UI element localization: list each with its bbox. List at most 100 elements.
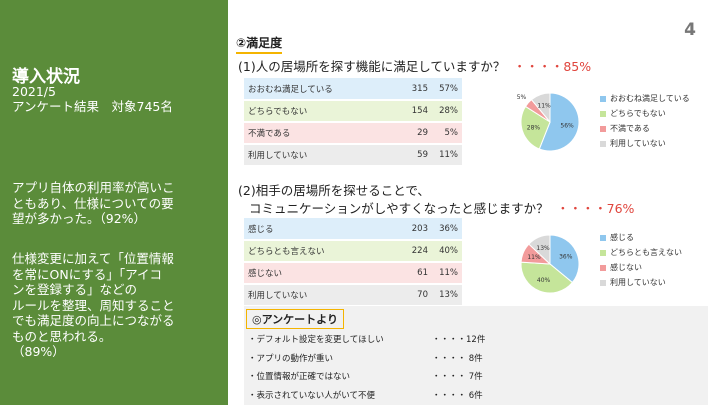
q1-legend-label: 不満である: [610, 124, 650, 133]
q1-legend: おおむね満足している どちらでもない 不満である利用していない: [600, 91, 690, 151]
q1-legend-swatch: [600, 125, 606, 132]
survey-item-count: ・・・・ 7件: [432, 372, 483, 382]
sidebar-title: 導入状況: [12, 67, 80, 87]
q1-pie-slice-label: 11%: [537, 103, 551, 110]
q2-legend-item: どちらとも言えない: [600, 245, 682, 260]
q1-pie-slice: [530, 92, 551, 124]
q2-legend-label: 感じない: [610, 263, 642, 272]
sidebar: 導入状況 2021/5 アンケート結果 対象745名 アプリ自体の利用率が高いこ…: [0, 0, 228, 405]
q1-legend-item: おおむね満足している: [600, 91, 690, 106]
q1-table-row: おおむね満足している 315 57%: [244, 78, 462, 101]
q1-table-row-count: 29: [402, 122, 432, 145]
q2-legend-swatch: [600, 249, 606, 256]
q2-pie-slice: [528, 234, 551, 266]
q1-table-row-pct: 28%: [432, 100, 462, 123]
q2-legend: 感じるどちらとも言えない 感じない利用していない: [600, 230, 682, 290]
q2-table-row-count: 203: [402, 218, 432, 241]
q1-legend-label: おおむね満足している: [610, 94, 690, 103]
q2-pie-slice-label: 11%: [527, 254, 541, 261]
q2-legend-label: 感じる: [610, 233, 634, 242]
q1-title-text: (1)人の居場所を探す機能に満足していますか？: [238, 59, 506, 74]
q2-title-text: コミュニケーションがしやすくなったと感じますか？: [249, 201, 549, 216]
survey-item-count: ・・・・ 8件: [432, 353, 483, 364]
survey-box: [244, 306, 708, 405]
q2-table-row-label: 感じる: [244, 218, 402, 241]
q2-table-row-label: どちらとも言えない: [244, 240, 402, 263]
q2-title: コミュニケーションがしやすくなったと感じますか？ ・・・・76%: [249, 198, 634, 217]
q1-legend-label: 利用していない: [610, 139, 666, 148]
q1-pie-chart: 56% 28% 5% 11%: [517, 92, 580, 152]
q1-legend-item: 利用していない: [600, 136, 690, 151]
q1-table-row: 不満である 29 5%: [244, 122, 462, 145]
q1-table-row-count: 59: [402, 144, 432, 167]
survey-item-count: ・・・・12件: [432, 335, 486, 345]
q1-pie-slice-label: 56%: [560, 122, 574, 129]
section-heading: ②満足度: [236, 34, 283, 54]
q2-legend-label: どちらとも言えない: [610, 248, 682, 257]
q1-title: (1)人の居場所を探す機能に満足していますか？ ・・・・85%: [238, 56, 591, 75]
q2-pie-slice-label: 13%: [536, 245, 550, 252]
q1-table-row: どちらでもない 154 28%: [244, 100, 462, 123]
q1-table-row-label: どちらでもない: [244, 100, 402, 123]
q2-table-row-pct: 36%: [432, 218, 462, 241]
q1-table-row-count: 154: [402, 100, 432, 123]
survey-item-text: ・位置情報が正確ではない: [248, 372, 351, 382]
sidebar-survey-label: アンケート結果 対象745名: [12, 99, 173, 114]
q1-table-row-count: 315: [402, 78, 432, 101]
page-number: 4: [684, 20, 696, 40]
q2-table-row: 感じない 61 11%: [244, 262, 462, 285]
q1-table-row-pct: 11%: [432, 144, 462, 167]
q2-table-row: 感じる 203 36%: [244, 218, 462, 241]
survey-item-text: ・デフォルト設定を変更してほしい: [248, 335, 384, 345]
survey-item-text: ・表示されていない人がいて不便: [248, 390, 375, 401]
q1-table-row-label: 利用していない: [244, 144, 402, 167]
sidebar-paragraph-2: 仕様変更に加えて「位置情報 を常にONにする」「アイコ ンを登録する」などの ル…: [12, 251, 175, 359]
q1-legend-item: 不満である: [600, 121, 690, 136]
q2-pie-slice: [520, 261, 574, 294]
q2-title-line1: (2)相手の居場所を探せることで、: [238, 183, 430, 198]
q1-summary-pct: ・・・・85%: [513, 59, 592, 74]
q2-pie-slice-label: 40%: [537, 277, 551, 284]
q2-pie-slice: [549, 234, 580, 284]
q2-legend-swatch: [600, 234, 606, 241]
q1-legend-swatch: [600, 140, 606, 147]
q1-table-row-label: おおむね満足している: [244, 78, 402, 101]
q1-legend-swatch: [600, 110, 606, 117]
q2-legend-item: 感じる: [600, 230, 682, 245]
q2-summary-pct: ・・・・76%: [556, 201, 635, 216]
q2-table-row-label: 感じない: [244, 262, 402, 285]
q2-legend-item: 利用していない: [600, 275, 682, 290]
q1-legend-label: どちらでもない: [610, 109, 666, 118]
q2-table-row: どちらとも言えない 224 40%: [244, 240, 462, 263]
q1-pie-slice: [538, 92, 580, 152]
q1-table-row: 利用していない 59 11%: [244, 144, 462, 167]
q2-legend-item: 感じない: [600, 260, 682, 275]
q2-table-row-count: 70: [402, 284, 432, 307]
survey-heading: ◎アンケートより: [246, 309, 344, 329]
survey-item-count: ・・・・ 6件: [432, 390, 483, 401]
q2-table-row-count: 61: [402, 262, 432, 285]
q1-legend-swatch: [600, 95, 606, 102]
q2-pie-slice-label: 36%: [559, 254, 573, 261]
q2-legend-swatch: [600, 264, 606, 271]
q2-pie-chart: 36% 40% 11% 13%: [520, 234, 580, 294]
q1-legend-item: どちらでもない: [600, 106, 690, 121]
q1-pie-slice-label: 5%: [517, 94, 527, 101]
q1-pie-slice-label: 28%: [527, 124, 541, 131]
q1-table-row-label: 不満である: [244, 122, 402, 145]
q2-table-row: 利用していない 70 13%: [244, 284, 462, 307]
q1-table: おおむね満足している 315 57% どちらでもない 154 28% 不満である 29 5% 利用…: [244, 78, 462, 167]
q2-legend-label: 利用していない: [610, 278, 666, 287]
q2-legend-swatch: [600, 279, 606, 286]
survey-item-text: ・アプリの動作が重い: [248, 353, 334, 364]
q2-table: 感じる 203 36% どちらとも言えない 224 40% 感じない 61 11% 利用していない…: [244, 218, 462, 307]
q2-table-row-pct: 13%: [432, 284, 462, 307]
sidebar-paragraph-1: アプリ自体の利用率が高いこ ともあり、仕様についての要 望が多かった。（92%）: [12, 180, 175, 226]
q2-table-row-label: 利用していない: [244, 284, 402, 307]
q2-table-row-pct: 11%: [432, 262, 462, 285]
sidebar-date: 2021/5: [12, 84, 56, 99]
q2-table-row-pct: 40%: [432, 240, 462, 263]
q1-table-row-pct: 57%: [432, 78, 462, 101]
q1-pie-slice: [520, 105, 551, 150]
q2-table-row-count: 224: [402, 240, 432, 263]
